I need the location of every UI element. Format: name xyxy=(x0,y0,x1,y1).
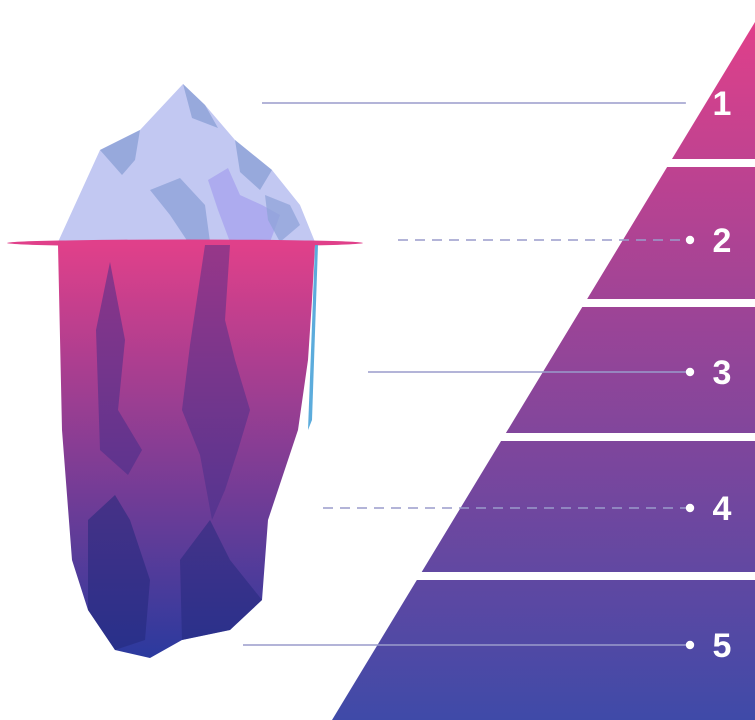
iceberg-tip xyxy=(58,84,315,242)
iceberg-underwater-facet xyxy=(88,495,150,650)
waterline xyxy=(7,239,363,247)
iceberg-tip-facet xyxy=(150,178,210,242)
level-labels: 1 2 3 4 5 xyxy=(713,85,732,665)
iceberg-tip-facet xyxy=(100,130,140,175)
level-label-5: 5 xyxy=(713,627,732,665)
connector-dot-3 xyxy=(685,367,695,377)
pyramid-band-separators xyxy=(415,159,755,580)
pyramid-band-separator xyxy=(499,433,755,441)
iceberg-underwater xyxy=(58,245,318,658)
connector-dot-4 xyxy=(685,503,695,513)
pyramid-band-separator xyxy=(580,299,755,307)
iceberg-tip-facet xyxy=(208,168,280,242)
iceberg-tip-facet xyxy=(265,195,300,242)
pyramid-band-separator xyxy=(415,572,755,580)
pyramid xyxy=(332,22,755,720)
iceberg-tip-facet xyxy=(183,84,218,128)
connectors xyxy=(243,98,695,650)
level-label-1: 1 xyxy=(713,85,732,123)
level-label-2: 2 xyxy=(713,222,732,260)
level-label-4: 4 xyxy=(713,490,732,528)
iceberg-underwater-facet xyxy=(180,520,262,640)
connector-dot-5 xyxy=(685,640,695,650)
iceberg-underwater-edge xyxy=(308,245,318,430)
iceberg-underwater-facet xyxy=(96,262,142,475)
connector-dot-1 xyxy=(685,98,695,108)
level-label-3: 3 xyxy=(713,354,732,392)
pyramid-band-separator xyxy=(665,159,755,167)
connector-dot-2 xyxy=(685,235,695,245)
iceberg-underwater-facet xyxy=(182,245,250,520)
iceberg-tip-facet xyxy=(235,140,272,190)
pyramid-shape xyxy=(332,22,755,720)
